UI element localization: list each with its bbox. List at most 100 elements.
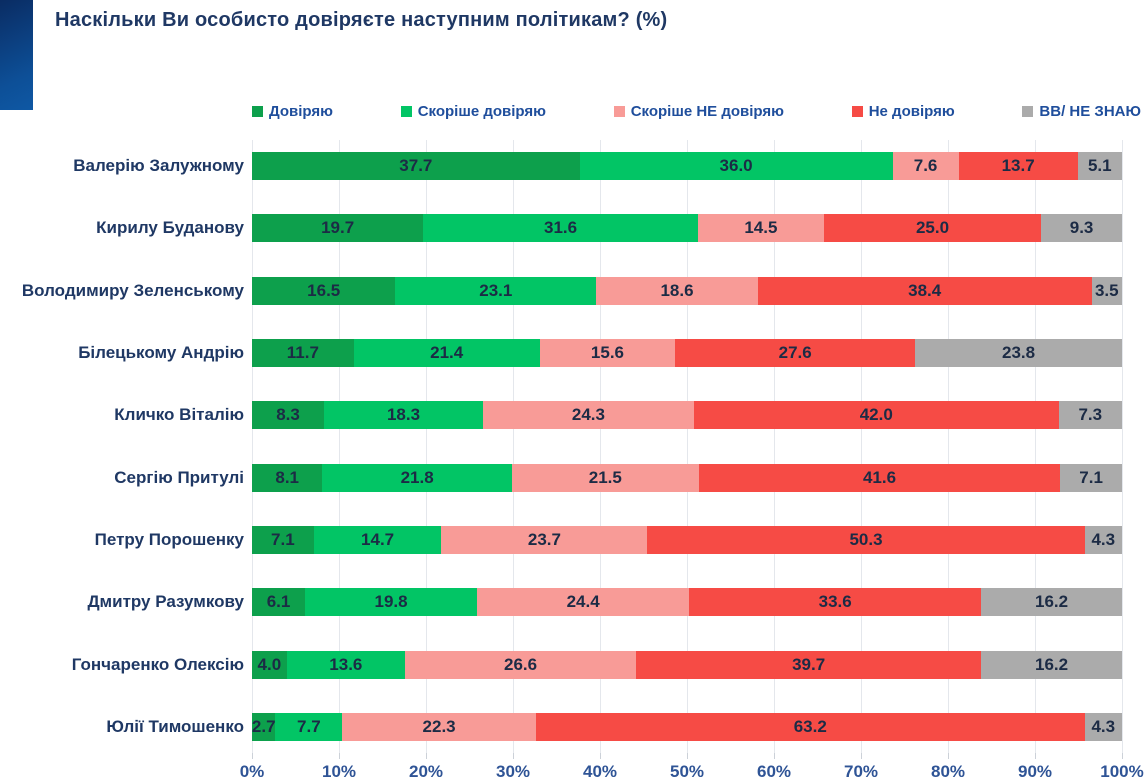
bar-value-label: 18.3	[386, 405, 421, 425]
x-axis-tick-label: 90%	[1017, 762, 1053, 781]
chart-row: Сергію Притулі 8.1 21.8 21.5 41.6 7.1	[0, 463, 1147, 492]
bar-value-label: 7.3	[1078, 405, 1103, 425]
bar-value-label: 3.5	[1094, 280, 1119, 300]
bar-track: 8.1 21.8 21.5 41.6 7.1	[252, 463, 1122, 492]
chart-row: Білецькому Андрію 11.7 21.4 15.6 27.6 23.8	[0, 338, 1147, 367]
bar-value-label: 27.6	[778, 342, 812, 362]
bar-value-label: 21.8	[400, 467, 434, 487]
bar-segment: 4.0	[252, 650, 287, 679]
chart-rows: Валерію Залужному 37.7 36.0 7.6 13.7 5.1 Кирил…	[0, 140, 1147, 753]
bar-segment: 16.2	[981, 650, 1122, 679]
bar-segment: 4.3	[1084, 525, 1122, 554]
x-axis-tick-label: 70%	[843, 762, 879, 781]
bar-value-label: 13.7	[1001, 156, 1035, 175]
bar-value-label: 37.7	[399, 156, 433, 175]
bar-segment: 21.4	[353, 338, 540, 367]
bar-segment: 13.7	[958, 152, 1078, 180]
bar-segment: 25.0	[823, 214, 1042, 243]
bar-value-label: 42.0	[859, 405, 893, 425]
bar-value-label: 50.3	[849, 529, 883, 549]
legend-item: Довіряю	[252, 103, 333, 120]
bar-value-label: 13.6	[329, 654, 363, 674]
x-axis-tick-label: 80%	[930, 762, 966, 781]
bar-segment: 2.7	[252, 712, 276, 741]
bar-value-label: 19.8	[374, 592, 408, 612]
bar-value-label: 4.3	[1091, 529, 1116, 549]
bar-segment: 19.7	[252, 214, 424, 243]
bar-value-label: 14.7	[361, 529, 395, 549]
bar-track: 19.7 31.6 14.5 25.0 9.3	[252, 214, 1122, 243]
category-label: Юлії Тимошенко	[106, 716, 244, 736]
bar-track: 4.0 13.6 26.6 39.7 16.2	[252, 650, 1122, 679]
bar-value-label: 26.6	[503, 654, 538, 674]
bar-value-label: 14.5	[744, 218, 778, 238]
bar-track: 16.5 23.1 18.6 38.4 3.5	[252, 276, 1122, 305]
bar-segment: 7.7	[275, 712, 343, 741]
x-axis-tick-label: 40%	[582, 762, 618, 781]
bar-track: 7.1 14.7 23.7 50.3 4.3	[252, 525, 1122, 554]
bar-segment: 23.7	[441, 525, 648, 554]
bar-segment: 42.0	[693, 401, 1059, 430]
bar-segment: 22.3	[342, 712, 536, 741]
bar-segment: 21.5	[511, 463, 699, 492]
chart-legend: Довіряю Скоріше довіряю Скоріше НЕ довіряю…	[252, 100, 1141, 122]
bar-segment: 4.3	[1084, 712, 1122, 741]
x-axis-tick-label: 60%	[756, 762, 792, 781]
bar-value-label: 8.1	[275, 467, 300, 487]
legend-item: Скоріше довіряю	[400, 102, 546, 120]
x-axis-tick-label: 20%	[408, 762, 444, 781]
category-label: Володимиру Зеленському	[21, 280, 244, 300]
bar-value-label: 16.5	[307, 280, 341, 300]
chart-row: Валерію Залужному 37.7 36.0 7.6 13.7 5.1	[0, 152, 1147, 180]
bar-value-label: 23.8	[1002, 342, 1036, 362]
bar-value-label: 23.1	[479, 280, 513, 300]
bar-value-label: 39.7	[792, 654, 826, 674]
bar-segment: 7.1	[252, 525, 314, 554]
bar-segment: 50.3	[647, 525, 1085, 554]
bar-value-label: 33.6	[818, 592, 852, 612]
bar-segment: 37.7	[252, 152, 580, 180]
bar-value-label: 11.7	[286, 342, 319, 362]
bar-track: 8.3 18.3 24.3 42.0 7.3	[252, 401, 1122, 430]
bar-segment: 23.8	[915, 338, 1122, 367]
legend-swatch-icon	[400, 105, 412, 117]
legend-item: Скоріше НЕ довіряю	[613, 103, 784, 120]
category-label: Білецькому Андрію	[78, 342, 244, 362]
chart-row: Юлії Тимошенко 2.7 7.7 22.3 63.2 4.3	[0, 712, 1147, 741]
chart-row: Дмитру Разумкову 6.1 19.8 24.4 33.6 16.2	[0, 588, 1147, 617]
bar-value-label: 24.3	[571, 405, 605, 425]
bar-value-label: 36.0	[719, 156, 753, 175]
legend-swatch-icon	[252, 105, 263, 117]
category-label: Кирилу Буданову	[96, 218, 244, 238]
bar-value-label: 22.3	[422, 716, 456, 736]
bar-value-label: 5.1	[1087, 156, 1112, 175]
bar-segment: 27.6	[675, 338, 916, 367]
bar-value-label: 21.5	[588, 467, 622, 487]
category-label: Сергію Притулі	[114, 467, 244, 487]
legend-label: Скоріше довіряю	[417, 102, 546, 120]
bar-value-label: 6.1	[266, 592, 291, 612]
bar-segment: 16.5	[252, 276, 396, 305]
bar-segment: 23.1	[395, 276, 597, 305]
bar-track: 6.1 19.8 24.4 33.6 16.2	[252, 588, 1122, 617]
category-label: Дмитру Разумкову	[87, 592, 244, 612]
bar-value-label: 41.6	[862, 467, 897, 487]
bar-segment: 7.6	[892, 152, 959, 180]
legend-swatch-icon	[1022, 105, 1034, 117]
bar-track: 37.7 36.0 7.6 13.7 5.1	[252, 152, 1122, 180]
x-axis-tick-label: 30%	[495, 762, 531, 781]
bar-segment: 9.3	[1041, 214, 1122, 243]
legend-swatch-icon	[851, 105, 863, 117]
legend-label: Довіряю	[269, 102, 333, 120]
bar-segment: 18.6	[596, 276, 758, 305]
x-axis-labels: 0% 10% 20% 30% 40% 50% 60% 70% 80% 90% 100%	[0, 762, 1147, 784]
bar-value-label: 38.4	[908, 280, 942, 300]
category-label: Гончаренко Олексію	[71, 654, 244, 674]
bar-segment: 8.3	[252, 401, 325, 430]
bar-segment: 24.4	[477, 588, 690, 617]
bar-segment: 11.7	[252, 338, 354, 367]
bar-value-label: 4.0	[257, 654, 282, 674]
x-axis-tick-label: 10%	[321, 762, 357, 781]
bar-segment: 21.8	[322, 463, 512, 492]
bar-value-label: 63.2	[793, 716, 827, 736]
